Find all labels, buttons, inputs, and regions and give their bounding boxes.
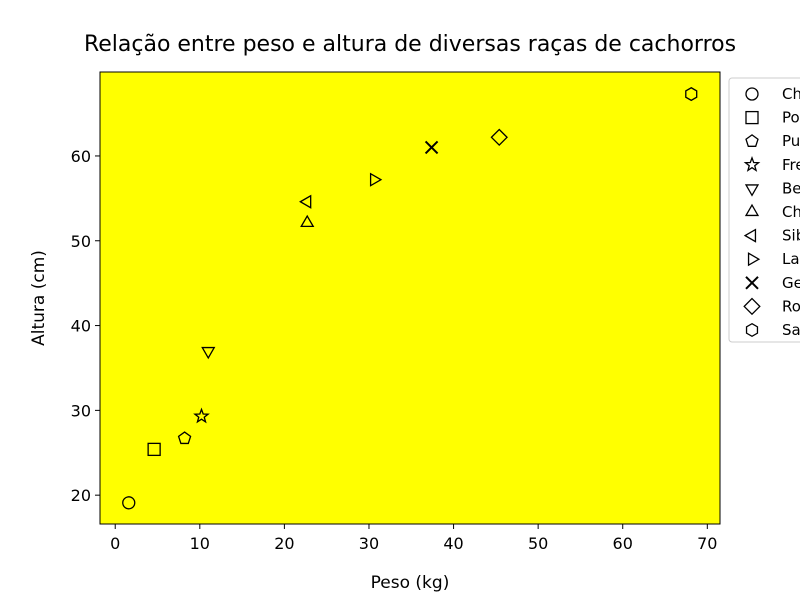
- legend-label: Sa: [782, 321, 800, 339]
- y-tick-label: 60: [71, 147, 91, 166]
- data-point-hexagon: [685, 86, 698, 102]
- legend-marker-triangle-down: [744, 184, 760, 197]
- legend-marker-triangle-right: [747, 252, 761, 267]
- chart-title: Relação entre peso e altura de diversas …: [84, 32, 736, 57]
- x-axis: 0 10 20 30 40 50 60 70: [110, 524, 717, 553]
- data-point-diamond: [490, 128, 508, 147]
- legend-marker-diamond: [743, 297, 761, 316]
- y-tick-label: 40: [71, 317, 91, 336]
- legend-marker-triangle-up: [744, 203, 760, 217]
- legend-label: Ge: [782, 274, 800, 292]
- legend-marker-star: [743, 156, 761, 172]
- legend-marker-circle: [745, 87, 759, 101]
- legend-marker-x: [745, 276, 759, 290]
- x-tick-label: 70: [697, 534, 717, 553]
- legend-label: Fre: [782, 156, 800, 174]
- data-point-square: [147, 442, 161, 457]
- legend-label: Ro: [782, 297, 800, 315]
- y-tick-label: 50: [71, 232, 91, 251]
- legend-marker-triangle-left: [743, 228, 757, 243]
- data-point-star: [193, 407, 210, 424]
- legend-label: Po: [782, 109, 800, 127]
- legend-marker-pentagon: [745, 134, 759, 147]
- legend-marker-square: [745, 110, 759, 125]
- x-tick-label: 10: [190, 534, 210, 553]
- x-tick-label: 20: [274, 534, 294, 553]
- legend-label: Ch: [782, 203, 800, 221]
- legend-label: Be: [782, 179, 800, 197]
- legend-label: Sib: [782, 227, 800, 245]
- legend: Ch Po Pu Fre Be Ch Sib La Ge Ro Sa: [728, 77, 800, 343]
- legend-marker-hexagon: [745, 322, 759, 338]
- data-point-circle: [122, 496, 136, 510]
- data-point-triangle-left: [299, 194, 312, 209]
- x-tick-label: 0: [110, 534, 120, 553]
- legend-label: Ch: [782, 85, 800, 103]
- data-points: [122, 86, 698, 510]
- plot-area: [99, 71, 721, 525]
- x-axis-label: Peso (kg): [371, 573, 450, 593]
- y-tick-label: 30: [71, 401, 91, 420]
- data-point-triangle-down: [201, 346, 216, 360]
- data-point-pentagon: [177, 431, 192, 445]
- legend-label: Pu: [782, 132, 800, 150]
- x-tick-label: 40: [443, 534, 463, 553]
- y-tick-label: 20: [71, 486, 91, 505]
- x-tick-label: 60: [613, 534, 633, 553]
- data-point-x: [424, 140, 439, 155]
- legend-label: La: [782, 250, 800, 268]
- x-tick-label: 50: [528, 534, 548, 553]
- legend-frame: [728, 77, 800, 343]
- data-point-triangle-up: [300, 214, 315, 228]
- x-tick-label: 30: [359, 534, 379, 553]
- data-point-triangle-right: [369, 172, 383, 187]
- y-axis-label: Altura (cm): [29, 250, 49, 346]
- y-axis: 20 30 40 50 60: [71, 147, 100, 505]
